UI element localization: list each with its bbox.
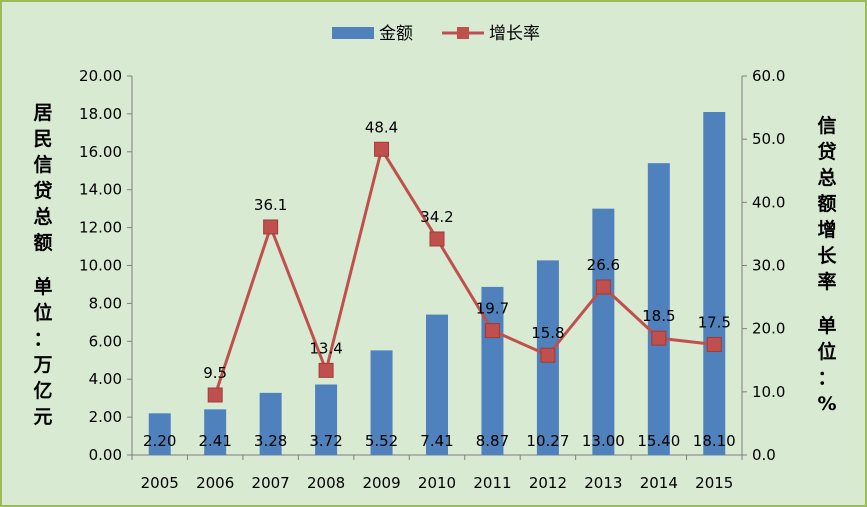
bar-data-label: 7.41 [420, 432, 453, 450]
bar-data-label: 5.52 [365, 432, 398, 450]
rate-marker-2011 [484, 323, 500, 339]
bar-data-label: 2.20 [143, 432, 176, 450]
x-tick-label: 2005 [141, 474, 179, 492]
right-tick-label: 40.0 [752, 193, 785, 211]
right-tick-label: 60.0 [752, 67, 785, 85]
bar-data-label: 10.27 [526, 432, 569, 450]
left-tick-label: 16.00 [79, 143, 122, 161]
right-tick-label: 10.0 [752, 383, 785, 401]
bar-data-label: 15.40 [637, 432, 680, 450]
x-tick-label: 2013 [584, 474, 622, 492]
rate-marker-2013 [595, 279, 611, 295]
left-axis-title-text: 居民信贷总额单位：万亿元 [32, 102, 52, 428]
rate-data-label: 17.5 [698, 313, 731, 331]
right-axis-title: 信贷总额增长率单位：% [817, 114, 837, 415]
x-tick-label: 2009 [362, 474, 400, 492]
left-axis-title: 居民信贷总额单位：万亿元 [32, 102, 52, 428]
rate-marker-2007 [263, 219, 279, 235]
line-series: 9.5 36.1 13.4 48.4 34.2 19.7 15.8 26.6 18.5 17.5 [203, 118, 731, 403]
bar-2014 [647, 163, 670, 456]
rate-data-label: 18.5 [642, 307, 675, 325]
rate-data-label: 15.8 [531, 324, 564, 342]
rate-marker-2015 [706, 336, 722, 352]
rate-data-label: 9.5 [203, 364, 227, 382]
rate-data-label: 13.4 [309, 339, 342, 357]
rate-marker-2014 [651, 330, 667, 346]
x-tick-label: 2014 [640, 474, 678, 492]
rate-data-label: 48.4 [365, 118, 398, 136]
left-tick-label: 10.00 [79, 257, 122, 275]
bar-data-label: 18.10 [693, 432, 736, 450]
bar-2007 [259, 392, 282, 455]
bar-data-label: 3.28 [254, 432, 287, 450]
bar-data-label: 2.41 [198, 432, 231, 450]
x-tick-label: 2011 [473, 474, 511, 492]
left-tick-label: 14.00 [79, 181, 122, 199]
legend-line-label: 增长率 [489, 24, 540, 44]
x-tick-label: 2007 [252, 474, 290, 492]
legend-bar-swatch [332, 27, 374, 39]
left-tick-label: 2.00 [89, 408, 122, 426]
growth-rate-line [213, 145, 715, 396]
legend: 金额 增长率 [332, 24, 540, 44]
rate-marker-2009 [374, 141, 390, 157]
rate-marker-2008 [318, 362, 334, 378]
right-tick-label: 50.0 [752, 130, 785, 148]
right-tick-label: 30.0 [752, 257, 785, 275]
bar-2005 [148, 413, 171, 455]
rate-data-label: 19.7 [476, 300, 509, 318]
legend-line-marker [457, 27, 469, 39]
bar-2010 [426, 314, 448, 455]
rate-marker-2006 [207, 387, 223, 403]
bar-2013 [592, 208, 615, 455]
bar-2008 [315, 384, 338, 455]
rate-marker-2010 [429, 231, 445, 247]
x-tick-label: 2012 [529, 474, 567, 492]
right-axis-title-text: 信贷总额增长率单位：% [817, 114, 837, 415]
left-tick-label: 12.00 [79, 219, 122, 237]
rate-data-label: 36.1 [254, 196, 287, 214]
bar-series: 2.20 2.41 3.28 3.72 5.52 7.41 8.87 10.27 13.00 15… [143, 112, 736, 456]
x-tick-label: 2010 [418, 474, 456, 492]
left-tick-label: 18.00 [79, 105, 122, 123]
x-tick-label: 2008 [307, 474, 345, 492]
bar-2009 [370, 350, 393, 455]
left-tick-label: 0.00 [89, 446, 122, 464]
bar-2006 [204, 409, 227, 455]
left-tick-label: 20.00 [79, 67, 122, 85]
left-tick-label: 8.00 [89, 294, 122, 312]
x-tick-label: 2006 [196, 474, 234, 492]
bar-data-label: 8.87 [476, 432, 509, 450]
x-tick-label: 2015 [695, 474, 733, 492]
rate-data-label: 26.6 [587, 256, 620, 274]
bar-data-label: 13.00 [582, 432, 625, 450]
left-tick-label: 4.00 [89, 370, 122, 388]
rate-marker-2012 [540, 347, 556, 363]
left-tick-label: 6.00 [89, 332, 122, 350]
bar-data-label: 3.72 [309, 432, 342, 450]
legend-bar-label: 金额 [379, 24, 413, 44]
axes: 0.00 2.00 4.00 6.00 8.00 10.00 12.00 14.00 16.00… [79, 67, 785, 492]
rate-data-label: 34.2 [420, 208, 453, 226]
right-tick-label: 20.0 [752, 320, 785, 338]
right-tick-label: 0.0 [752, 446, 776, 464]
bar-2015 [703, 112, 726, 455]
